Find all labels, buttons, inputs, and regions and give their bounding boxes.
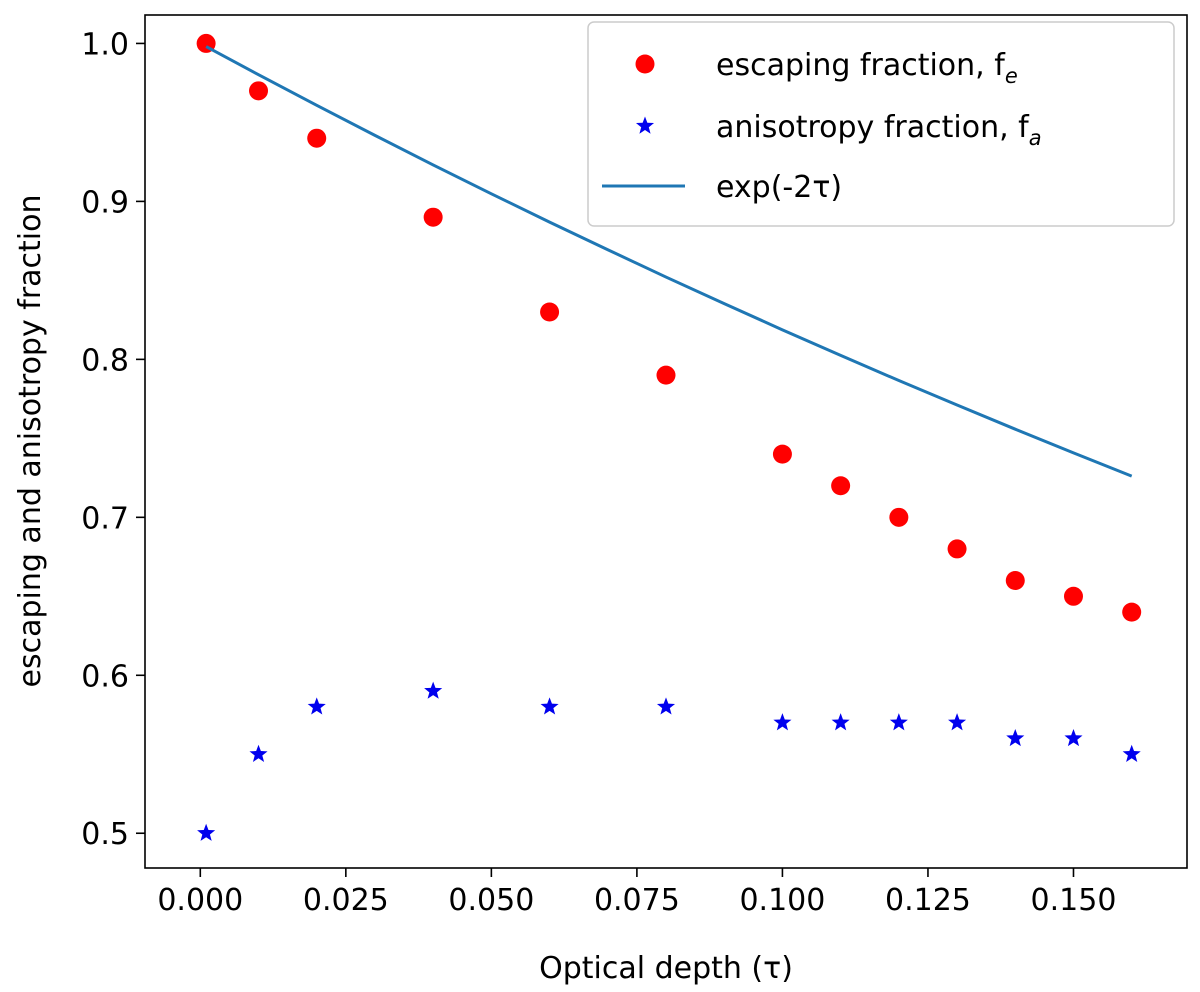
- data-point: [656, 365, 676, 385]
- data-point: [947, 539, 967, 559]
- y-axis: 0.5 0.6 0.7 0.8 0.9 1.0: [81, 27, 145, 852]
- data-point: [1064, 728, 1083, 747]
- data-point: [948, 713, 967, 731]
- series-line: [205, 45, 1133, 478]
- series-0: [196, 33, 1142, 622]
- data-point: [307, 697, 326, 715]
- data-point: [197, 823, 216, 841]
- x-tick-label: 0.000: [157, 883, 243, 918]
- x-tick-label: 0.025: [303, 883, 389, 918]
- data-point: [831, 713, 850, 731]
- data-point: [889, 713, 908, 731]
- y-tick-label: 1.0: [81, 27, 129, 62]
- data-point: [424, 681, 443, 699]
- legend: escaping fraction, fe anisotropy fraction…: [587, 21, 1175, 227]
- legend-box: [587, 21, 1175, 227]
- legend-label-subscript: a: [1029, 126, 1042, 150]
- data-point: [1122, 602, 1142, 622]
- legend-label: exp(-2τ): [716, 170, 842, 205]
- x-tick-label: 0.050: [448, 883, 534, 918]
- plot-marks: [196, 33, 1142, 841]
- x-tick-label: 0.075: [594, 883, 680, 918]
- data-point: [656, 697, 676, 715]
- legend-swatch: [635, 116, 655, 134]
- y-tick-label: 0.9: [81, 185, 129, 220]
- legend-label-subscript: e: [1005, 64, 1018, 88]
- x-tick-label: 0.125: [885, 883, 971, 918]
- data-point: [249, 81, 269, 101]
- data-point: [1006, 728, 1025, 747]
- data-point: [889, 507, 909, 527]
- x-axis: 0.000 0.025 0.050 0.075 0.100 0.125 0.150: [157, 868, 1116, 918]
- data-point: [1005, 571, 1025, 591]
- x-tick-label: 0.150: [1031, 883, 1117, 918]
- x-tick-label: 0.100: [739, 883, 825, 918]
- legend-entries: escaping fraction, fe anisotropy fraction…: [602, 48, 1042, 205]
- x-axis-title: Optical depth (τ): [539, 951, 793, 986]
- data-point: [773, 713, 792, 731]
- data-point: [423, 207, 443, 227]
- data-point: [249, 744, 268, 762]
- data-point: [772, 444, 792, 464]
- series-1: [197, 681, 1141, 841]
- y-tick-label: 0.5: [81, 817, 129, 852]
- y-tick-label: 0.8: [81, 343, 129, 378]
- y-tick-label: 0.7: [81, 501, 129, 536]
- data-point: [307, 128, 327, 148]
- plot-frame: [144, 14, 1188, 869]
- legend-label: escaping fraction, fe: [716, 48, 1018, 88]
- data-point: [1063, 586, 1083, 606]
- y-axis-title: escaping and anisotropy fraction: [13, 195, 48, 688]
- data-point: [540, 697, 559, 715]
- data-point: [540, 302, 560, 322]
- data-point: [1122, 744, 1141, 762]
- legend-label: anisotropy fraction, fa: [716, 110, 1042, 150]
- series-2: [205, 45, 1133, 478]
- data-point: [831, 476, 851, 496]
- legend-swatch: [635, 54, 655, 74]
- y-tick-label: 0.6: [81, 659, 129, 694]
